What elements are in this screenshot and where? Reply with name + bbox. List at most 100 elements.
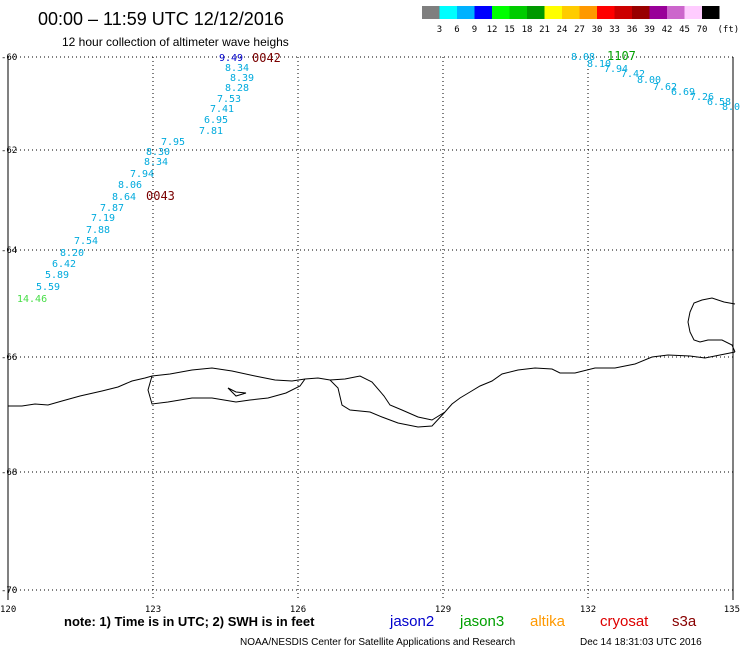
generated-time: Dec 14 18:31:03 UTC 2016: [580, 637, 702, 648]
colorbar-tick-label: 18: [522, 25, 533, 35]
swh-value: 8.34: [225, 63, 249, 74]
colorbar-tick-label: 24: [557, 25, 568, 35]
lon-tick-label: 129: [435, 605, 451, 615]
colorbar-tick-label: 39: [644, 25, 655, 35]
pass-time-label: 0043: [146, 189, 175, 203]
colorbar-swatch: [597, 6, 615, 19]
swh-value: 5.89: [45, 270, 69, 281]
satellite-legend: jason2 jason3 altika cryosat s3a: [389, 613, 697, 630]
colorbar-tick-label: 36: [627, 25, 638, 35]
swh-value: 6.58: [707, 97, 731, 108]
coastline-peninsula: [687, 297, 736, 353]
pass-time-label: 1107: [607, 49, 636, 63]
satellite-name-jason2: jason2: [389, 613, 434, 630]
lat-tick-label: -66: [1, 353, 17, 363]
coastline-island: [227, 387, 247, 397]
lon-tick-label: 135: [724, 605, 740, 615]
credit-text: NOAA/NESDIS Center for Satellite Applica…: [240, 637, 515, 648]
lat-lon-grid: [7, 56, 734, 600]
swh-value: 7.53: [217, 94, 241, 105]
satellite-name-s3a: s3a: [672, 613, 697, 630]
swh-value: 8.08: [571, 52, 595, 63]
colorbar-swatch: [562, 6, 580, 19]
colorbar-swatch: [527, 6, 545, 19]
swh-value: 8.10: [587, 59, 611, 70]
colorbar-swatch: [684, 6, 702, 19]
colorbar-swatch: [474, 6, 492, 19]
swh-value: 14.46: [17, 294, 47, 305]
swh-value: 8.0: [722, 102, 740, 113]
colorbar-swatch: [544, 6, 562, 19]
colorbar-tick-label: 3: [437, 25, 442, 35]
swh-value: 7.62: [653, 82, 677, 93]
coastline-main: [8, 351, 736, 421]
footer-note: note: 1) Time is in UTC; 2) SWH is in fe…: [64, 614, 315, 629]
lat-tick-label: -62: [1, 146, 17, 156]
colorbar-tick-label: 45: [679, 25, 690, 35]
swh-value: 7.94: [130, 169, 154, 180]
swh-value: 8.64: [112, 192, 136, 203]
swh-value: 7.41: [210, 104, 234, 115]
lat-tick-label: -60: [1, 53, 17, 63]
colorbar-swatch: [649, 6, 667, 19]
swh-track-east: 8.088.107.947.428.007.626.697.266.588.0: [571, 52, 740, 113]
swh-value: 5.59: [36, 282, 60, 293]
colorbar-tick-label: 27: [574, 25, 585, 35]
swh-value: 7.81: [199, 126, 223, 137]
coastline-bay: [329, 379, 446, 428]
colorbar-swatch: [614, 6, 632, 19]
swh-track-west: 9.498.348.398.287.537.416.957.817.958.30…: [17, 53, 254, 305]
colorbar-tick-label: 33: [609, 25, 620, 35]
colorbar-swatch: [457, 6, 475, 19]
lon-tick-label: 120: [0, 605, 16, 615]
satellite-name-jason3: jason3: [459, 613, 504, 630]
satellite-name-cryosat: cryosat: [600, 613, 649, 630]
swh-value: 7.19: [91, 213, 115, 224]
colorbar-swatch: [422, 6, 440, 19]
colorbar-tick-label: 15: [504, 25, 515, 35]
swh-value: 7.87: [100, 203, 124, 214]
colorbar-tick-label: 12: [487, 25, 498, 35]
colorbar-swatch: [579, 6, 597, 19]
map-title: 00:00 – 11:59 UTC 12/12/2016: [38, 9, 284, 29]
colorbar-swatch: [509, 6, 527, 19]
axis-tick-labels: 120 123 126 129 132 135 -60 -62 -64 -66 -68 -70: [0, 53, 740, 615]
swh-value: 7.26: [690, 92, 714, 103]
colorbar-tick-label: 42: [662, 25, 673, 35]
swh-value: 7.88: [86, 225, 110, 236]
swh-value: 8.20: [60, 248, 84, 259]
swh-value: 6.42: [52, 259, 76, 270]
swh-value: 7.94: [604, 64, 628, 75]
colorbar-swatch: [439, 6, 457, 19]
colorbar-swatch: [667, 6, 685, 19]
colorbar-tick-label: 30: [592, 25, 603, 35]
lat-tick-label: -68: [1, 468, 17, 478]
swh-value: 8.30: [146, 147, 170, 158]
swh-value: 7.42: [621, 69, 645, 80]
coastline-ice-shelf: [147, 375, 306, 405]
swh-value: 9.49: [219, 53, 243, 64]
swh-value: 8.28: [225, 83, 249, 94]
lat-tick-label: -64: [1, 246, 17, 256]
lon-tick-label: 132: [580, 605, 596, 615]
colorbar-swatch: [492, 6, 510, 19]
swh-value: 8.06: [118, 180, 142, 191]
colorbar-tick-label: 6: [454, 25, 459, 35]
swh-value: 8.39: [230, 73, 254, 84]
swh-value: 6.95: [204, 115, 228, 126]
pass-time-label: 0042: [252, 51, 281, 65]
swh-value: 7.54: [74, 236, 98, 247]
colorbar-tick-label: 21: [539, 25, 550, 35]
colorbar-tick-label: 70: [697, 25, 708, 35]
swh-value: 8.34: [144, 157, 168, 168]
colorbar-swatch: [632, 6, 650, 19]
swh-value: 6.69: [671, 87, 695, 98]
colorbar-swatch: [702, 6, 720, 19]
swh-value: 7.95: [161, 137, 185, 148]
lon-tick-label: 123: [145, 605, 161, 615]
lon-tick-label: 126: [290, 605, 306, 615]
lat-tick-label: -70: [1, 586, 17, 596]
colorbar-tick-label: 9: [472, 25, 477, 35]
map-subtitle: 12 hour collection of altimeter wave hei…: [62, 35, 289, 49]
